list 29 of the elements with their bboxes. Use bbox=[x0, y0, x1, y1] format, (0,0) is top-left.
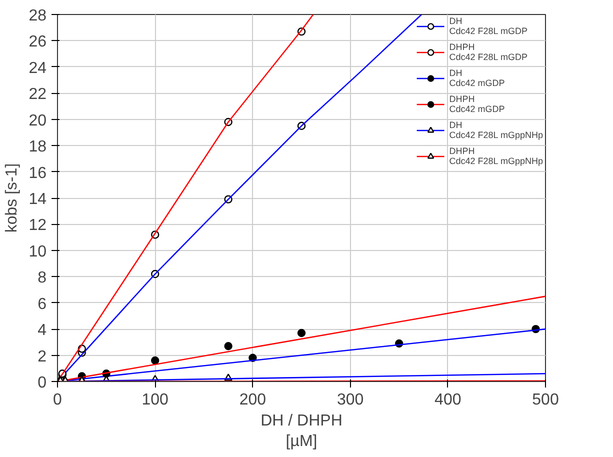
y-tick-label: 12 bbox=[28, 217, 47, 234]
y-tick-label: 4 bbox=[38, 322, 47, 340]
y-tick-label: 26 bbox=[28, 34, 47, 51]
x-tick-label: 100 bbox=[142, 392, 169, 408]
legend-label: DH Cdc42 mGDP bbox=[449, 68, 505, 88]
x-tick-label: 0 bbox=[53, 392, 62, 408]
x-tick-label: 400 bbox=[434, 392, 462, 408]
y-tick-label: 16 bbox=[28, 164, 47, 182]
y-tick-label: 20 bbox=[28, 112, 47, 130]
x-tick-label: 300 bbox=[336, 392, 364, 408]
y-tick-label: 0 bbox=[38, 374, 47, 392]
y-axis-title: kobs [s-1] bbox=[4, 163, 21, 233]
y-tick-label: 18 bbox=[28, 138, 47, 156]
x-tick-label: 500 bbox=[532, 392, 559, 408]
x-axis-title: DH / DHPH [µM] bbox=[260, 412, 342, 450]
legend-label: DH Cdc42 F28L mGppNHp bbox=[449, 120, 543, 140]
y-tick-label: 24 bbox=[28, 60, 47, 77]
y-tick-label: 22 bbox=[28, 86, 47, 104]
y-tick-label: 14 bbox=[28, 191, 47, 208]
legend-label: DHPH Cdc42 F28L mGDP bbox=[449, 42, 528, 62]
y-tick-label: 6 bbox=[38, 296, 47, 313]
y-tick-label: 10 bbox=[28, 243, 47, 260]
y-tick-label: 8 bbox=[38, 270, 47, 287]
legend-label: DH Cdc42 F28L mGDP bbox=[449, 16, 528, 36]
y-tick-label: 28 bbox=[28, 8, 47, 24]
legend-label: DHPH Cdc42 mGDP bbox=[449, 94, 505, 114]
legend-label: DHPH Cdc42 F28L mGppNHp bbox=[449, 146, 543, 166]
y-tick-label: 2 bbox=[38, 348, 47, 366]
x-tick-label: 200 bbox=[239, 392, 266, 408]
